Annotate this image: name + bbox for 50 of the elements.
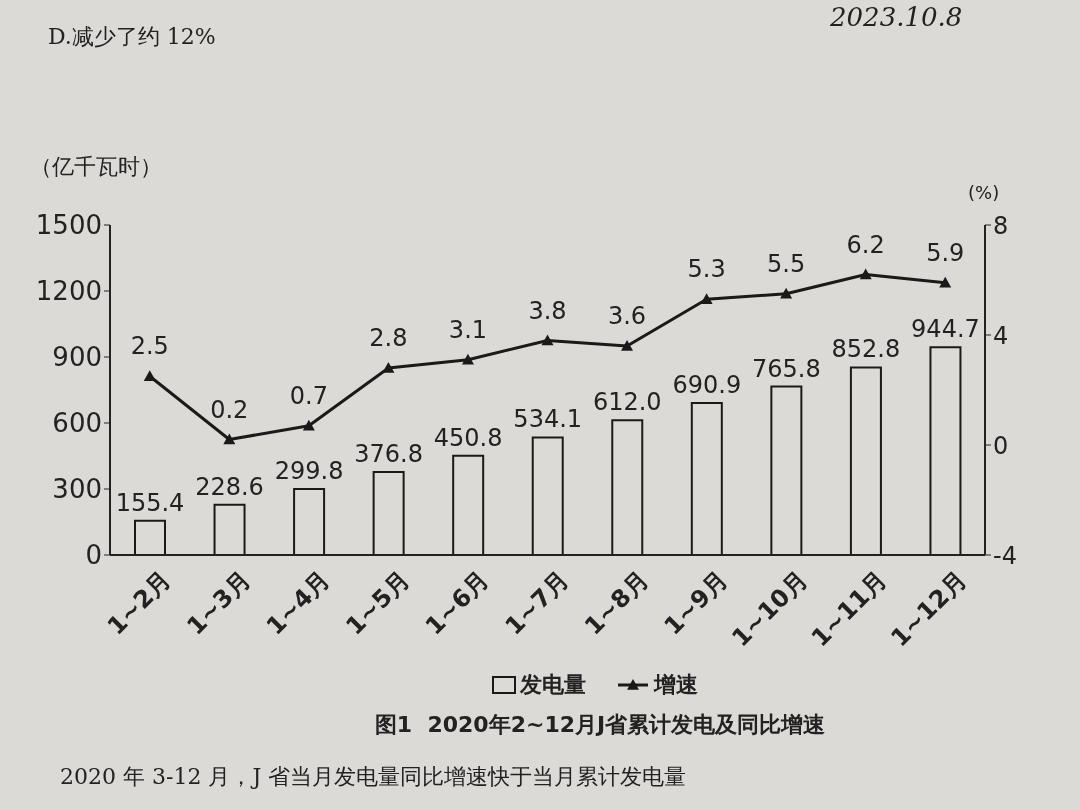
point	[859, 268, 872, 280]
y-tick-label: 600	[52, 408, 102, 439]
data-label: 299.8	[274, 457, 344, 486]
data-label: 612.0	[592, 388, 662, 417]
point	[143, 370, 156, 382]
data-label: 3.8	[528, 296, 567, 325]
data-label: 3.1	[448, 315, 488, 344]
point	[302, 419, 315, 431]
y-tick-label: 0	[85, 540, 102, 571]
data-label: 450.8	[433, 423, 503, 452]
data-label: 944.7	[911, 315, 980, 344]
data-label: 765.8	[752, 354, 821, 383]
data-label: 6.2	[846, 230, 885, 259]
data-label: 690.9	[672, 371, 742, 399]
y-tick-label: 1500	[35, 210, 102, 241]
point	[700, 293, 713, 305]
data-label: 0.2	[210, 395, 249, 424]
y2-tick-label: 8	[993, 211, 1009, 240]
text: 图1 2020年2~12月J省累计发电及同比增速	[373, 711, 827, 739]
y-tick-label: 300	[52, 474, 102, 505]
point	[780, 287, 793, 299]
y2-tick-label: 4	[993, 321, 1009, 350]
text: D.减少了约 12%	[48, 23, 216, 51]
data-label: 2.5	[130, 332, 169, 361]
data-label: 5.5	[767, 249, 806, 278]
data-label: 3.6	[607, 302, 647, 330]
y2-tick-label: -4	[993, 541, 1017, 570]
point	[223, 433, 236, 445]
y2-axis-title: (%)	[968, 182, 1000, 203]
point	[939, 276, 952, 288]
legend-label: 发电量	[520, 671, 586, 699]
y-tick-label: 1200	[35, 276, 102, 307]
text: 2023.10.8	[830, 2, 963, 32]
point	[461, 353, 474, 365]
legend-label: 增速	[654, 671, 698, 699]
y-tick-label: 900	[52, 342, 102, 373]
data-label: 228.6	[195, 472, 264, 501]
data-label: 376.8	[354, 440, 423, 469]
data-label: 534.1	[513, 405, 583, 434]
data-label: 155.4	[115, 488, 185, 517]
text: 2020 年 3-12 月，J 省当月发电量同比增速快于当月累计发电量	[60, 763, 687, 791]
data-label: 0.7	[289, 381, 328, 410]
point	[541, 334, 554, 346]
point	[621, 340, 634, 351]
y-axis-title: （亿千瓦时）	[30, 153, 162, 181]
y2-tick-label: 0	[993, 431, 1009, 460]
data-label: 852.8	[831, 335, 901, 364]
data-label: 5.9	[926, 238, 965, 267]
data-label: 5.3	[687, 255, 726, 284]
data-label: 2.8	[369, 324, 408, 352]
